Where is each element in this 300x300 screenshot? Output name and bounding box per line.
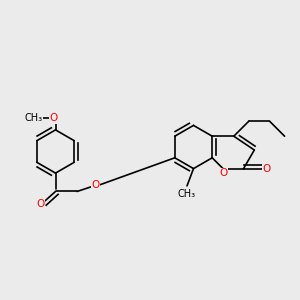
Text: O: O [219, 168, 227, 178]
Text: CH₃: CH₃ [25, 113, 43, 123]
Text: CH₃: CH₃ [178, 189, 196, 199]
Text: O: O [37, 199, 45, 209]
Text: O: O [262, 164, 271, 174]
Text: O: O [91, 180, 100, 190]
Text: O: O [50, 113, 58, 123]
